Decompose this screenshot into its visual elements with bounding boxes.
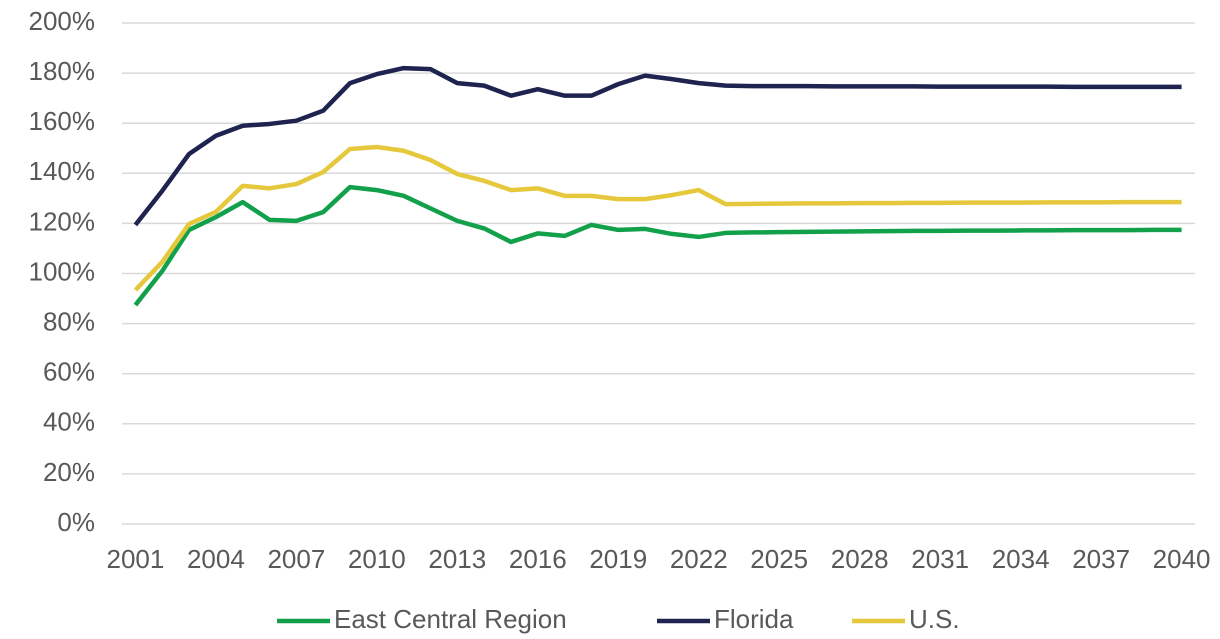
- y-tick-label: 120%: [29, 206, 96, 236]
- legend-label: East Central Region: [334, 604, 567, 634]
- y-tick-label: 180%: [29, 56, 96, 86]
- y-tick-label: 140%: [29, 156, 96, 186]
- y-tick-label: 60%: [43, 357, 95, 387]
- y-tick-label: 100%: [29, 256, 96, 286]
- y-tick-label: 20%: [43, 457, 95, 487]
- x-tick-label: 2040: [1153, 544, 1211, 574]
- y-tick-label: 0%: [57, 507, 95, 537]
- y-tick-label: 80%: [43, 306, 95, 336]
- x-tick-label: 2004: [187, 544, 245, 574]
- x-tick-label: 2034: [992, 544, 1050, 574]
- legend-label: Florida: [714, 604, 794, 634]
- x-tick-label: 2025: [750, 544, 808, 574]
- x-tick-label: 2037: [1072, 544, 1130, 574]
- series-line: [133, 144, 1182, 292]
- x-tick-label: 2016: [509, 544, 567, 574]
- y-tick-label: 160%: [29, 106, 96, 136]
- series-line: [133, 184, 1182, 307]
- x-tick-label: 2007: [267, 544, 325, 574]
- x-tick-label: 2022: [670, 544, 728, 574]
- y-tick-label: 40%: [43, 407, 95, 437]
- x-tick-label: 2019: [589, 544, 647, 574]
- x-tick-label: 2010: [348, 544, 406, 574]
- series-line: [133, 65, 1182, 227]
- y-tick-label: 200%: [29, 6, 96, 36]
- x-tick-label: 2001: [106, 544, 164, 574]
- legend-label: U.S.: [909, 604, 960, 634]
- x-tick-label: 2028: [831, 544, 889, 574]
- x-tick-label: 2031: [911, 544, 969, 574]
- x-tick-label: 2013: [428, 544, 486, 574]
